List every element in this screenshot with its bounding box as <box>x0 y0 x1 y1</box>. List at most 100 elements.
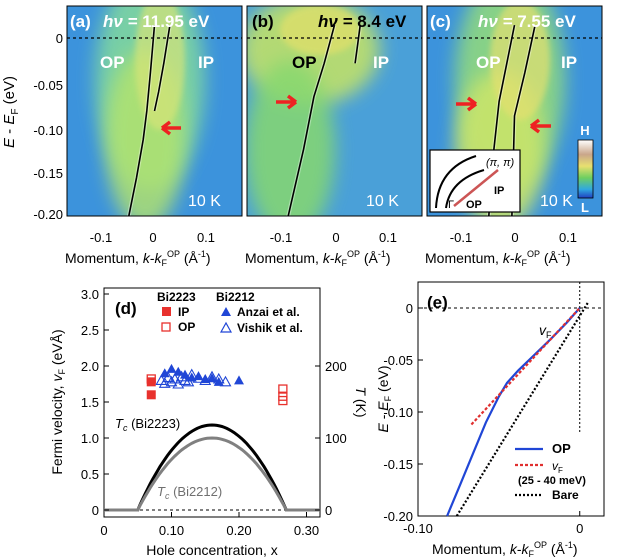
fermi-velocity-points <box>146 363 288 406</box>
y2-tick-label: 100 <box>325 431 347 446</box>
legend-label-vf-range: (25 - 40 meV) <box>518 475 586 487</box>
y-axis-title-a: E - EF (eV) <box>1 76 21 148</box>
x-tick-label: 0.30 <box>294 523 319 538</box>
plot-frame-b <box>246 5 423 217</box>
axes-e: 0-0.05-0.10-0.15-0.20-0.10 0 <box>383 301 583 536</box>
legend-label-vishik: Vishik et al. <box>237 321 303 335</box>
panel-a: (a) hν = 11.95 eV OP IP 10 K 0 -0.05 -0.… <box>1 5 243 268</box>
x-tick-label: 0.1 <box>379 230 397 245</box>
dispersion-curves-a <box>126 24 172 217</box>
legend-label-op: OP <box>178 320 195 334</box>
legend-label-ip: IP <box>178 305 189 319</box>
colorbar-low-label: L <box>581 200 589 215</box>
photon-energy-b: hν = 8.4 eV <box>318 12 407 31</box>
inset-ip-label: IP <box>494 185 504 197</box>
panel-label-e: (e) <box>427 293 448 312</box>
photon-energy-c: hν = 7.55 eV <box>478 12 576 31</box>
temperature-label-c: 10 K <box>540 193 573 210</box>
legend-group-bi2212: Bi2212 <box>216 290 255 304</box>
x-axis-title-d: Hole concentration, x <box>146 542 278 558</box>
legend-e: OP vF (25 - 40 meV) Bare <box>515 441 586 502</box>
y-tick-label: 0 <box>92 503 99 518</box>
point-vishik <box>165 375 178 387</box>
dispersion-curves-b <box>286 24 363 217</box>
inset-fs-outer <box>435 155 477 209</box>
tc-curves <box>104 423 320 512</box>
tc-curve <box>104 436 320 512</box>
inset-frame <box>429 149 521 213</box>
panel-b: (b) hν = 8.4 eV OP IP 10 K -0.1 0 0.1 Mo… <box>245 5 423 268</box>
panel-e: (e) vF OP vF (25 - 40 meV) Bare 0 -0.05 -0… <box>375 281 605 559</box>
inset-gamma-label: Γ <box>448 199 454 211</box>
point-vishik <box>192 372 205 383</box>
legend-d: Bi2223 Bi2212 IP OP Anzai et al. Vishik … <box>157 290 303 335</box>
legend-marker-vishik <box>219 321 233 333</box>
x-axis-title-a: Momentum, k-kFOP (Å-1) <box>65 249 211 268</box>
dispersion-op <box>128 25 156 217</box>
y2-tick-label: 200 <box>325 359 347 374</box>
region-label-op-b: OP <box>292 53 317 72</box>
y-tick-label: 0 <box>406 301 413 316</box>
inset-node-label: (π, π) <box>486 157 515 169</box>
x-axis-title-c: Momentum, k-kFOP (Å-1) <box>425 249 571 268</box>
kink-arrow-c-left <box>456 96 478 112</box>
panel-label-b: (b) <box>252 12 274 31</box>
inset-op-label: OP <box>466 199 482 211</box>
x-tick-label: 0 <box>149 230 156 245</box>
colorbar-gradient <box>577 139 594 199</box>
spectrum-heatmap-a <box>67 6 242 216</box>
region-label-ip-c: IP <box>561 53 577 72</box>
y-axis-a: 0 -0.05 -0.10 -0.15 -0.20 E - EF (eV) <box>1 31 63 222</box>
region-label-ip-a: IP <box>198 53 214 72</box>
y-axis-title-e: E - EF (eV) <box>375 366 393 433</box>
x-tick-label: 0.20 <box>226 523 251 538</box>
x-tick-label: 0 <box>576 521 583 536</box>
y-tick-label: -0.20 <box>33 207 63 222</box>
legend-label-bare: Bare <box>552 488 579 502</box>
dispersion-ip <box>354 24 361 64</box>
legend-marker-anzai <box>221 307 231 316</box>
x-tick-label: -0.1 <box>450 230 472 245</box>
inset-fs-inner <box>445 169 485 209</box>
colorbar: H L <box>577 123 594 215</box>
point-vishik <box>212 372 225 384</box>
colorbar-high-label: H <box>580 123 589 138</box>
panel-label-c: (c) <box>430 12 451 31</box>
panel-label-a: (a) <box>70 12 91 31</box>
point-vishik <box>206 370 218 382</box>
tc-curve <box>104 423 320 512</box>
point-anzai <box>166 363 177 373</box>
series-v-f <box>470 307 581 426</box>
x-axis-title-b: Momentum, k-kFOP (Å-1) <box>245 249 391 268</box>
dispersion-ip <box>153 24 171 112</box>
y-tick-label: -0.05 <box>33 78 63 93</box>
series-bare <box>455 302 589 517</box>
panel-d: (d) Bi2223 Bi2212 IP OP Anzai et al. Vis… <box>49 287 369 558</box>
inset-cut-line <box>453 169 499 207</box>
vf-annotation: vF <box>539 322 552 340</box>
axes-d: 0 0.5 1.0 1.5 2.0 2.5 3.0 0 100 200 0 0.10 0.20 0.30 <box>81 287 347 538</box>
spectrum-heatmap-b <box>247 6 422 216</box>
plot-frame-e <box>417 281 605 517</box>
region-label-op-c: OP <box>476 53 501 72</box>
tc-label-bi2223: Tc (Bi2223) <box>115 416 180 433</box>
point-vishik <box>219 375 232 387</box>
legend-marker-ip <box>162 307 171 316</box>
legend-label-anzai: Anzai et al. <box>237 305 300 319</box>
dispersion-lines-e <box>418 282 604 517</box>
point-vishik <box>185 368 198 380</box>
point-anzai <box>207 373 217 383</box>
region-label-op-a: OP <box>100 53 125 72</box>
y-tick-label: 0 <box>56 31 63 46</box>
x-axis-title-e: Momentum, k-kFOP (Å-1) <box>432 540 578 559</box>
region-label-ip-b: IP <box>373 53 389 72</box>
x-tick-label: -0.1 <box>90 230 112 245</box>
photon-energy-a: hν = 11.95 eV <box>103 12 210 31</box>
legend-marker-op <box>161 322 171 332</box>
point-vishik <box>158 377 171 388</box>
x-axis-b: -0.1 0 0.1 Momentum, k-kFOP (Å-1) <box>245 230 397 268</box>
x-tick-label: 0 <box>332 230 339 245</box>
y-tick-label: -0.10 <box>383 405 413 420</box>
panel-label-d: (d) <box>115 299 137 318</box>
series-op <box>446 307 581 517</box>
